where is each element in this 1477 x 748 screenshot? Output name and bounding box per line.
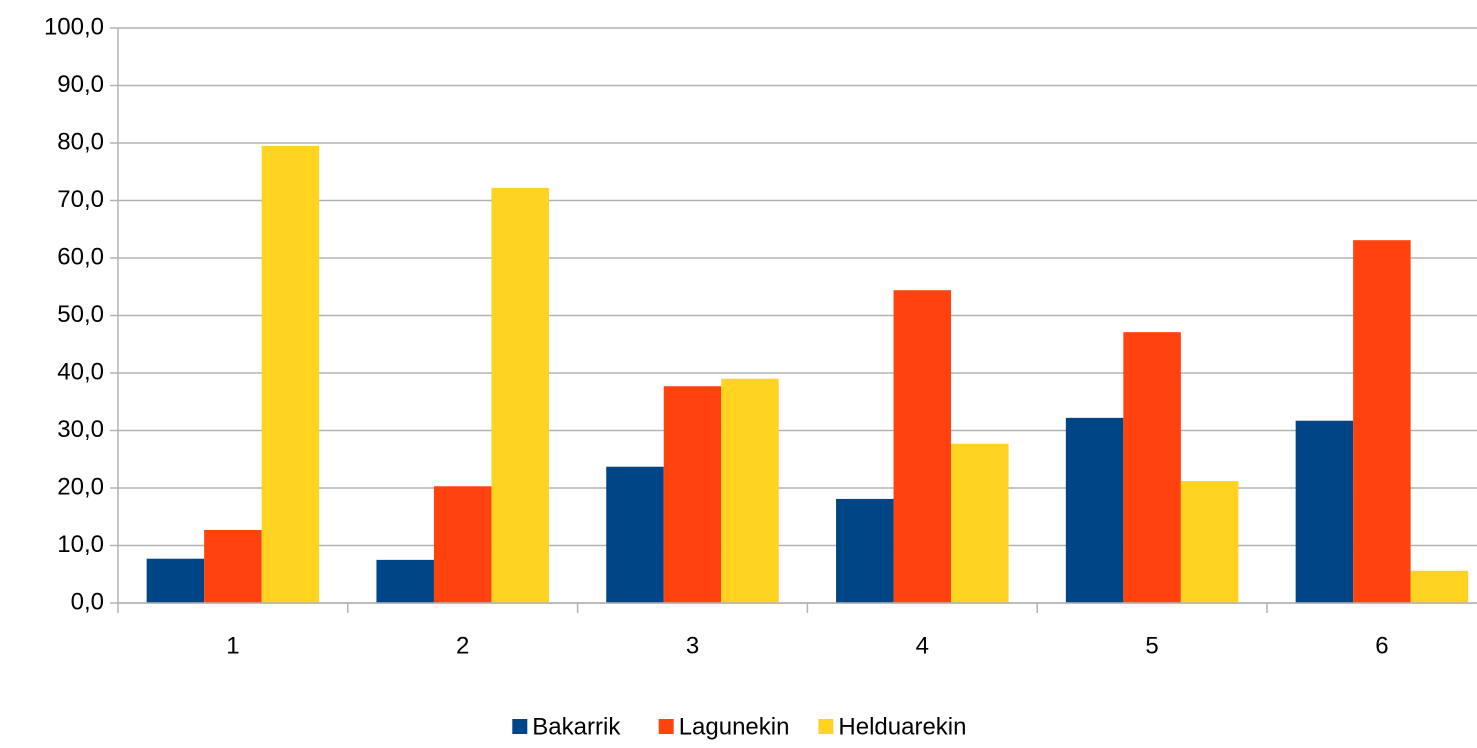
bar [893, 290, 952, 603]
bar [1123, 332, 1181, 603]
y-tick-label: 80,0 [57, 128, 104, 155]
legend-label: Helduarekin [838, 713, 966, 740]
bar [951, 443, 1009, 603]
bar [204, 529, 262, 603]
legend-label: Bakarrik [532, 713, 621, 740]
bar [1065, 417, 1124, 603]
bar [721, 378, 779, 603]
bar [1295, 420, 1354, 603]
bar [261, 145, 320, 603]
legend-label: Lagunekin [679, 713, 790, 740]
legend-swatch [658, 719, 674, 734]
bar [146, 558, 205, 603]
bar [433, 486, 492, 603]
legend-swatch [818, 719, 834, 734]
bar [1410, 570, 1469, 603]
bar [1180, 481, 1239, 603]
y-tick-label: 10,0 [57, 531, 104, 558]
y-tick-label: 50,0 [57, 301, 104, 328]
bar [1353, 240, 1411, 604]
x-tick-label: 4 [916, 632, 929, 659]
y-tick-label: 60,0 [57, 243, 104, 270]
bar [836, 498, 894, 603]
legend-swatch [512, 719, 528, 734]
x-tick-label: 5 [1145, 632, 1158, 659]
bar [663, 386, 722, 603]
y-tick-label: 40,0 [57, 358, 104, 385]
bar [376, 559, 434, 603]
x-tick-label: 3 [686, 632, 699, 659]
bar [491, 187, 549, 603]
y-tick-label: 100,0 [44, 13, 104, 40]
x-tick-label: 2 [456, 632, 469, 659]
x-tick-label: 6 [1375, 632, 1388, 659]
y-tick-label: 90,0 [57, 71, 104, 98]
x-tick-label: 1 [226, 632, 239, 659]
y-tick-label: 20,0 [57, 473, 104, 500]
y-tick-label: 0,0 [71, 588, 104, 615]
y-tick-label: 70,0 [57, 186, 104, 213]
bar [606, 466, 664, 603]
y-tick-label: 30,0 [57, 416, 104, 443]
